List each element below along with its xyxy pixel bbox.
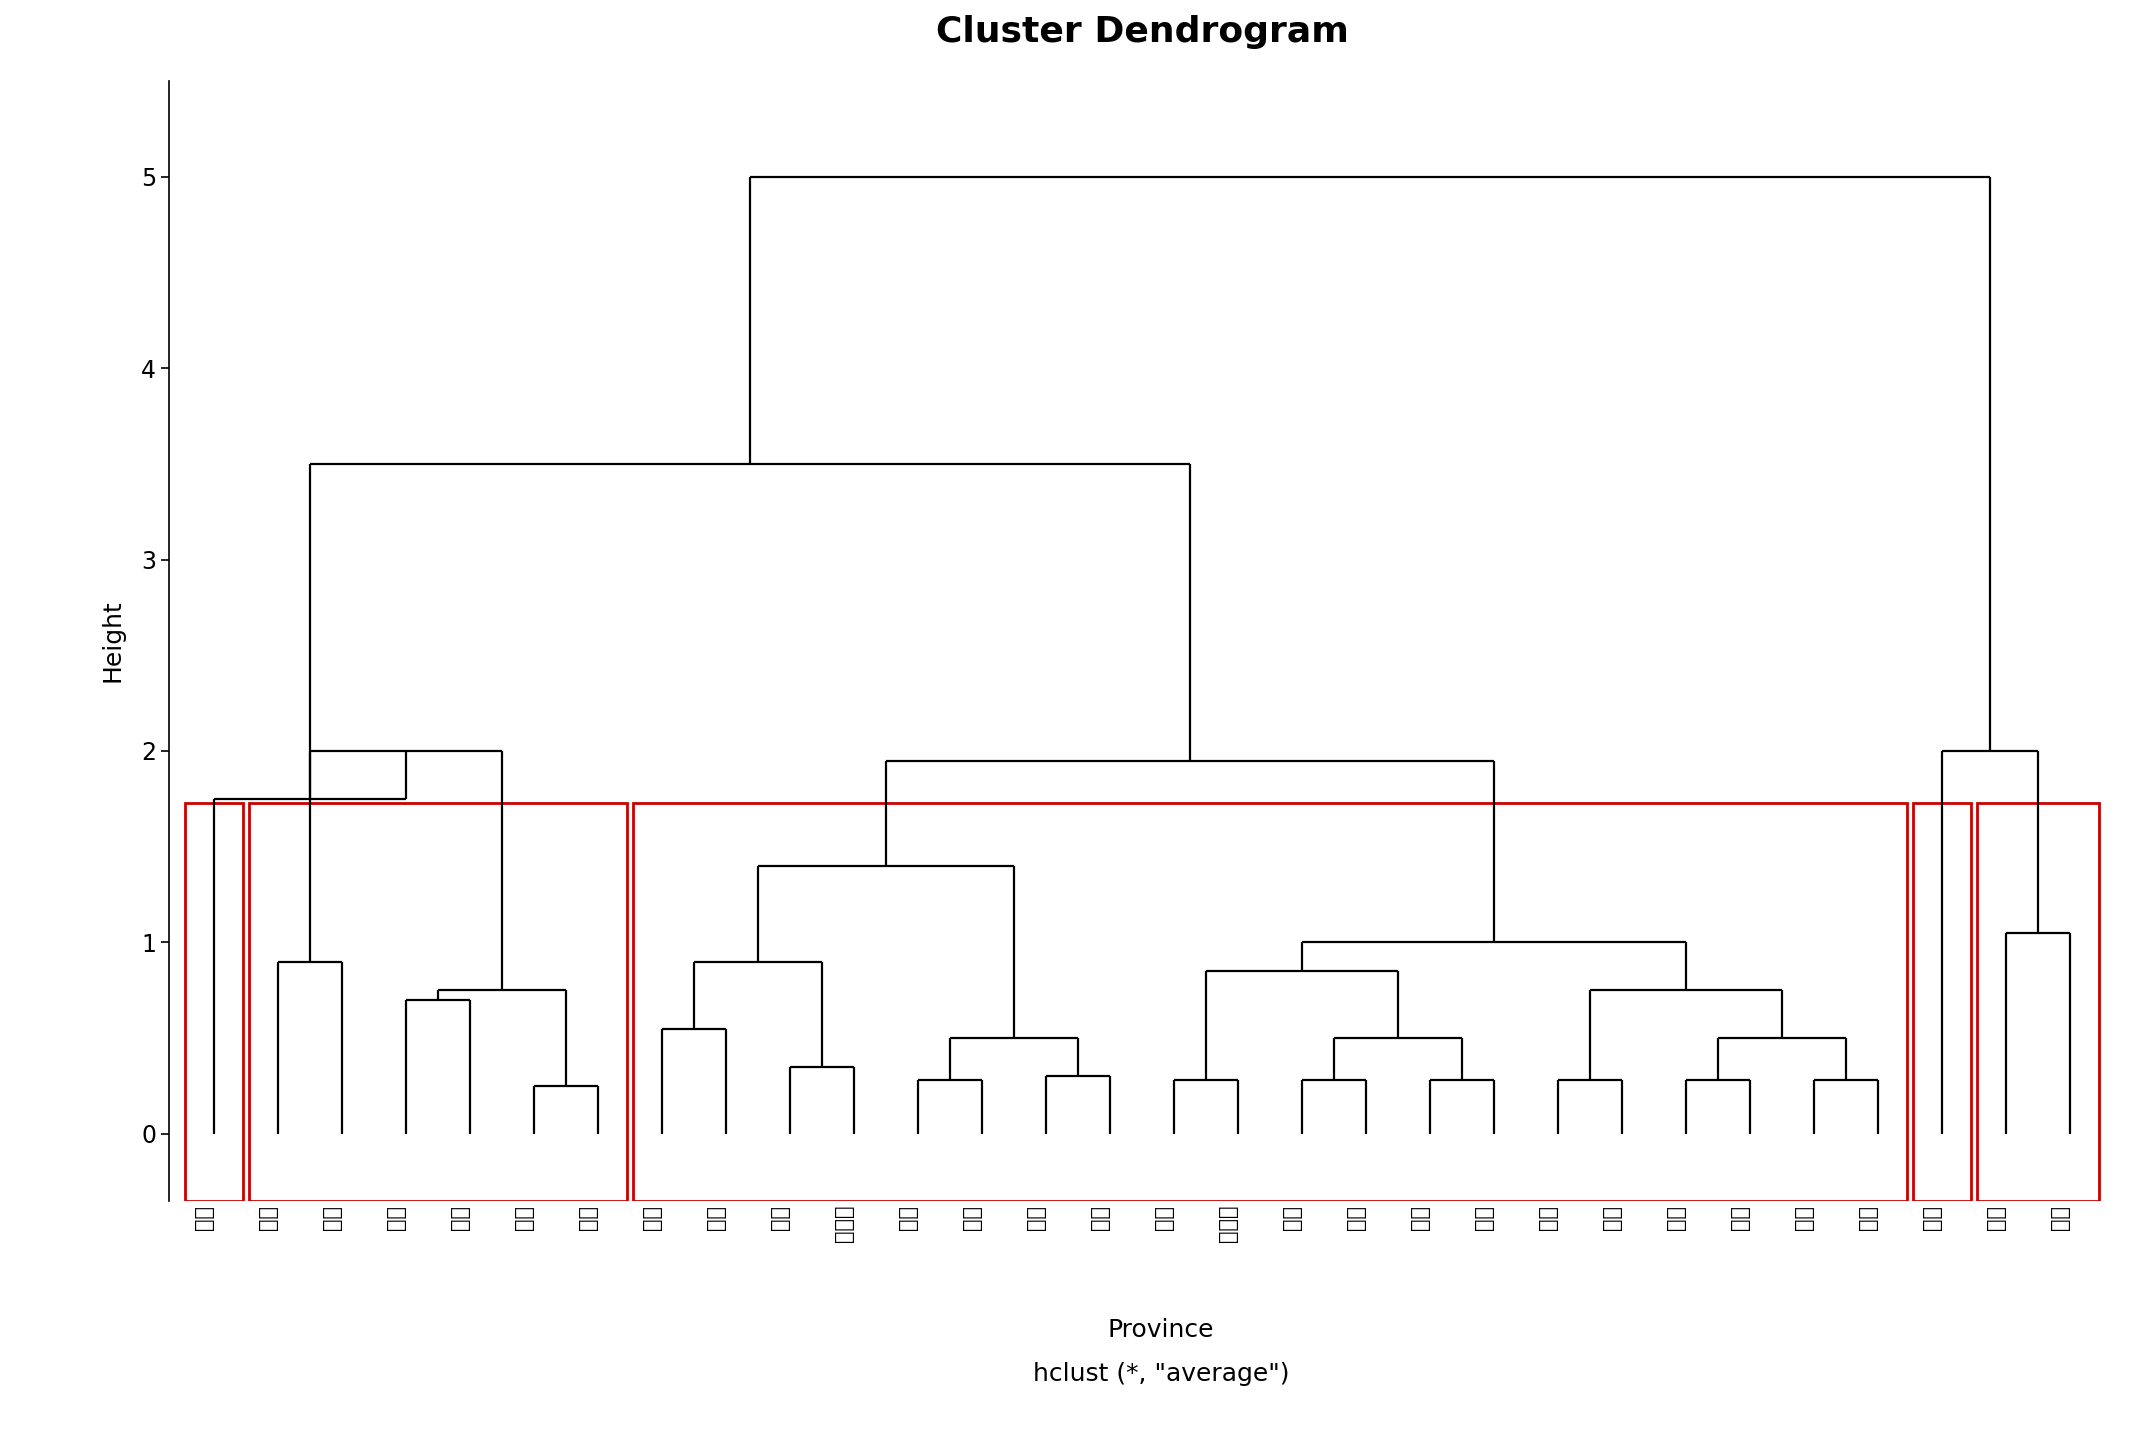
Text: 湖南: 湖南 — [1793, 1205, 1815, 1230]
Bar — [185, 802, 243, 1201]
Text: 广东: 广东 — [1730, 1205, 1751, 1230]
Text: 上海: 上海 — [2051, 1205, 2070, 1230]
Text: 贵州: 贵州 — [386, 1205, 407, 1230]
Title: Cluster Dendrogram: Cluster Dendrogram — [935, 14, 1348, 49]
Text: Province: Province — [1108, 1318, 1214, 1341]
Text: 安徽: 安徽 — [258, 1205, 279, 1230]
Text: 福建: 福建 — [899, 1205, 918, 1230]
Bar — [249, 802, 626, 1201]
Text: 陕西: 陕西 — [1154, 1205, 1174, 1230]
Text: 北京: 北京 — [1921, 1205, 1943, 1230]
Text: 辽宁: 辽宁 — [641, 1205, 662, 1230]
Text: 山东: 山东 — [1474, 1205, 1493, 1230]
Text: 海南: 海南 — [1857, 1205, 1879, 1230]
Bar — [1977, 802, 2098, 1201]
Bar — [633, 802, 1906, 1201]
Text: 广西: 广西 — [1538, 1205, 1559, 1230]
Text: 新疆: 新疆 — [1666, 1205, 1687, 1230]
Y-axis label: Height: Height — [100, 600, 124, 682]
Text: 吉林: 吉林 — [771, 1205, 790, 1230]
Text: 西藏: 西藏 — [194, 1205, 215, 1230]
Text: 浙江: 浙江 — [1091, 1205, 1110, 1230]
Text: hclust (*, "average"): hclust (*, "average") — [1033, 1363, 1289, 1386]
Text: 河北: 河北 — [1410, 1205, 1429, 1230]
Text: 甘肃: 甘肃 — [513, 1205, 535, 1230]
Text: 天津: 天津 — [1985, 1205, 2006, 1230]
Text: 山西: 山西 — [707, 1205, 726, 1230]
Text: 四川: 四川 — [1602, 1205, 1623, 1230]
Text: 内蒙古: 内蒙古 — [1218, 1205, 1238, 1243]
Text: 宁夏: 宁夏 — [322, 1205, 343, 1230]
Text: 青海: 青海 — [577, 1205, 599, 1230]
Bar — [1913, 802, 1970, 1201]
Text: 江西: 江西 — [963, 1205, 982, 1230]
Text: 河南: 河南 — [1346, 1205, 1365, 1230]
Text: 湖北: 湖北 — [1027, 1205, 1046, 1230]
Text: 云南: 云南 — [449, 1205, 471, 1230]
Text: 江苏: 江苏 — [1282, 1205, 1301, 1230]
Text: 黑龙江: 黑龙江 — [835, 1205, 854, 1243]
